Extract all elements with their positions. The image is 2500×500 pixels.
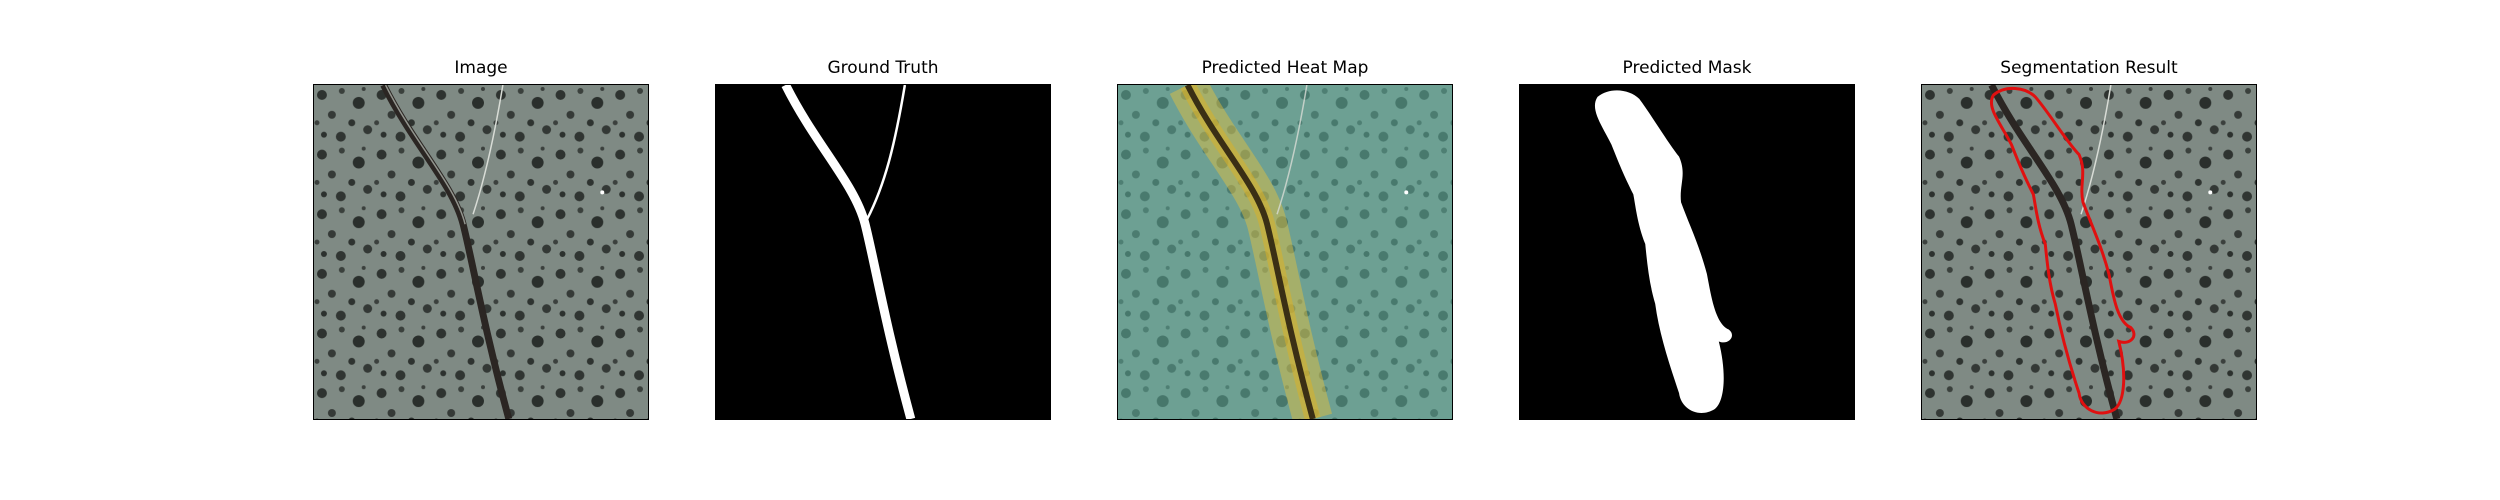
surface-photo: [314, 85, 648, 419]
heat-map-overlay: [1118, 85, 1452, 419]
panel-title-image: Image: [313, 58, 649, 78]
segmentation-overlay: [1922, 85, 2256, 419]
predicted-mask: [1520, 85, 1854, 419]
panel-title-segmentation-result: Segmentation Result: [1921, 58, 2257, 78]
panel-title-heat-map: Predicted Heat Map: [1117, 58, 1453, 78]
panel-title-predicted-mask: Predicted Mask: [1519, 58, 1855, 78]
segmentation-result-frame: [1921, 84, 2257, 420]
ground-truth-frame: [715, 84, 1051, 420]
image-frame: [313, 84, 649, 420]
heat-map-frame: [1117, 84, 1453, 420]
ground-truth-mask: [716, 85, 1050, 419]
predicted-mask-frame: [1519, 84, 1855, 420]
panel-title-ground-truth: Ground Truth: [715, 58, 1051, 78]
